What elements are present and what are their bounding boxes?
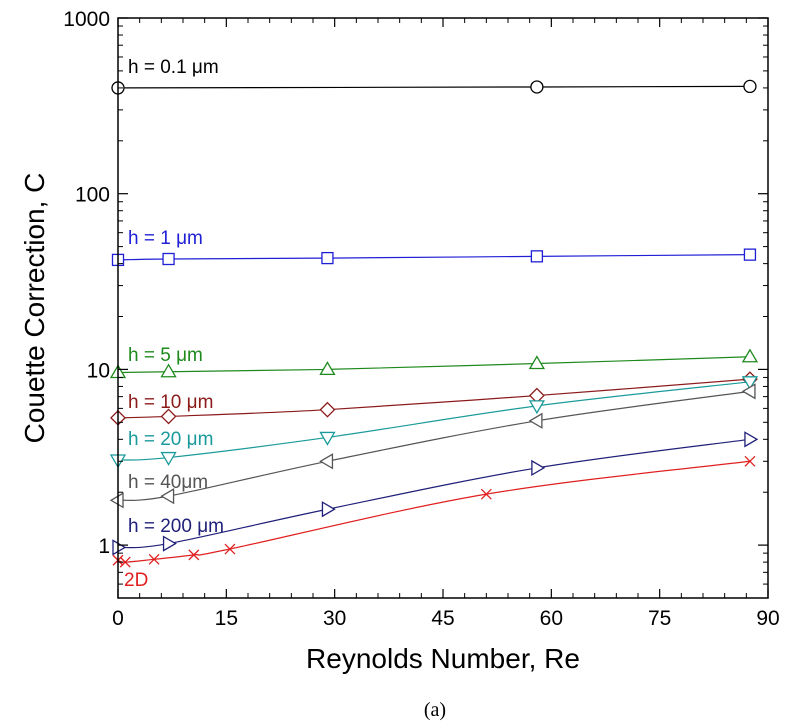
x-tick-label: 90: [756, 607, 779, 630]
data-point: [148, 553, 160, 565]
data-point: [741, 383, 756, 400]
data-point: [530, 80, 544, 94]
data-point: [319, 401, 336, 418]
series-label: h = 1 μm: [128, 228, 203, 249]
data-point: [741, 348, 759, 363]
data-point: [743, 248, 757, 261]
y-tick-label: 1: [98, 535, 110, 558]
x-tick-labels: 0 15 30 45 60 75 90: [112, 607, 780, 630]
data-point: [528, 400, 546, 415]
data-point: [319, 431, 336, 446]
series-label: 2D: [124, 570, 148, 591]
data-point: [480, 488, 492, 500]
series-label: h = 200 μm: [128, 516, 224, 537]
data-point: [112, 539, 127, 556]
x-tick-label: 15: [215, 607, 238, 630]
data-point: [319, 361, 336, 376]
data-point: [109, 492, 124, 509]
series-label: h = 10 μm: [128, 392, 213, 413]
y-tick-label: 10: [87, 359, 110, 382]
data-point: [528, 412, 543, 429]
data-point: [188, 549, 200, 561]
axis-ticks: [117, 17, 769, 599]
data-point: [741, 376, 759, 391]
x-axis-title: Reynolds Number, Re: [306, 643, 580, 674]
data-point: [531, 459, 546, 477]
y-tick-label: 100: [75, 184, 110, 207]
series-line: [117, 460, 751, 563]
data-point: [160, 451, 177, 466]
x-tick-label: 30: [323, 607, 346, 630]
data-point: [162, 252, 175, 266]
series-line: [117, 254, 750, 261]
data-point: [160, 408, 177, 425]
y-tick-labels: 1 10 100 1000: [63, 8, 110, 558]
data-point: [119, 556, 131, 568]
x-tick-label: 45: [431, 607, 454, 630]
data-point: [744, 431, 759, 448]
data-point: [321, 251, 334, 265]
data-point: [162, 535, 177, 552]
series-line: [117, 85, 750, 89]
data-point: [530, 250, 544, 263]
series-line: [117, 356, 750, 374]
data-point: [743, 79, 757, 94]
data-point: [321, 501, 336, 518]
y-axis-title: Couette Correction, C: [19, 173, 50, 444]
plot-frame: [117, 17, 769, 599]
series-label: h = 0.1 μm: [128, 57, 219, 78]
series-label: h = 40μm: [128, 472, 208, 493]
data-point: [224, 543, 236, 555]
y-tick-label: 1000: [63, 8, 110, 31]
data-point: [160, 363, 177, 378]
series-curves: [117, 85, 751, 563]
x-tick-label: 75: [648, 607, 671, 630]
series-label: h = 20 μm: [128, 429, 213, 450]
x-tick-label: 60: [540, 607, 563, 630]
figure-caption: (a): [424, 699, 446, 721]
x-tick-label: 0: [112, 607, 124, 630]
data-point: [319, 453, 334, 470]
data-point: [528, 355, 546, 370]
data-point: [744, 455, 756, 467]
series-labels: h = 0.1 μm h = 1 μm h = 5 μm h = 10 μm h = 2…: [124, 57, 224, 591]
data-point: [160, 487, 175, 505]
series-markers: [109, 79, 759, 568]
series-label: h = 5 μm: [128, 345, 203, 366]
